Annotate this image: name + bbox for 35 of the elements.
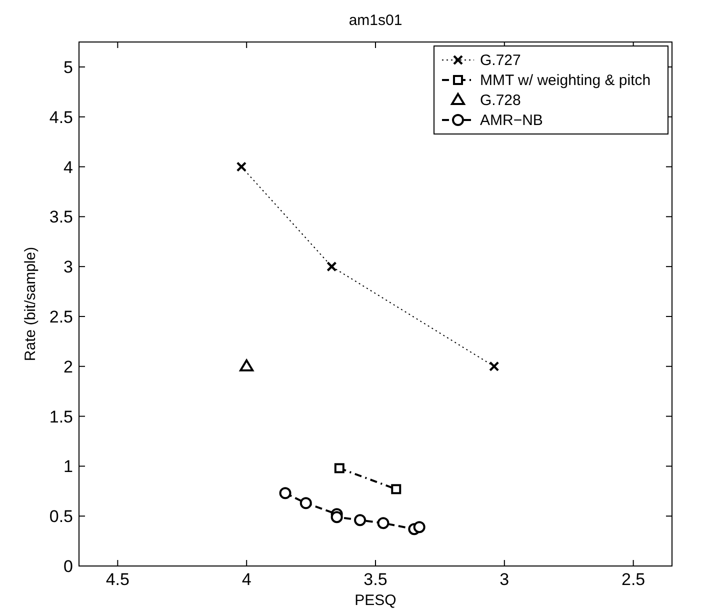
y-tick-label: 3.5: [49, 208, 73, 227]
x-tick-label: 3.5: [364, 570, 388, 589]
x-tick-label: 3: [500, 570, 510, 589]
point: [236, 162, 247, 172]
y-tick-label: 3: [64, 258, 73, 277]
legend-label: MMT w/ weighting & pitch: [480, 72, 651, 89]
x-axis-title: PESQ: [354, 592, 396, 609]
y-tick-label: 4.5: [49, 108, 73, 127]
y-tick-label: 2.5: [49, 307, 73, 326]
legend-label: AMR−NB: [480, 112, 543, 129]
legend-label: G.727: [480, 52, 521, 69]
y-tick-label: 1: [64, 457, 73, 476]
point: [300, 497, 312, 510]
point: [240, 359, 254, 372]
y-tick-label: 4: [64, 158, 73, 177]
y-tick-label: 5: [64, 58, 73, 77]
point: [413, 521, 426, 534]
x-tick-label: 4: [242, 570, 252, 589]
point: [489, 361, 500, 372]
point: [279, 487, 292, 500]
point: [391, 484, 402, 494]
point: [377, 517, 390, 530]
point: [326, 261, 337, 272]
chart-title: am1s01: [348, 12, 402, 29]
y-tick-label: 1.5: [49, 407, 73, 426]
point: [330, 511, 343, 524]
y-tick-label: 0.5: [49, 507, 73, 526]
x-tick-label: 4.5: [106, 570, 130, 589]
x-tick-label: 2.5: [622, 570, 646, 589]
y-tick-label: 0: [64, 557, 73, 576]
point: [354, 514, 366, 526]
y-tick-label: 2: [64, 357, 73, 376]
y-axis-title: Rate (bit/sample): [22, 246, 39, 362]
point: [334, 463, 344, 474]
legend-label: G.728: [480, 92, 521, 109]
